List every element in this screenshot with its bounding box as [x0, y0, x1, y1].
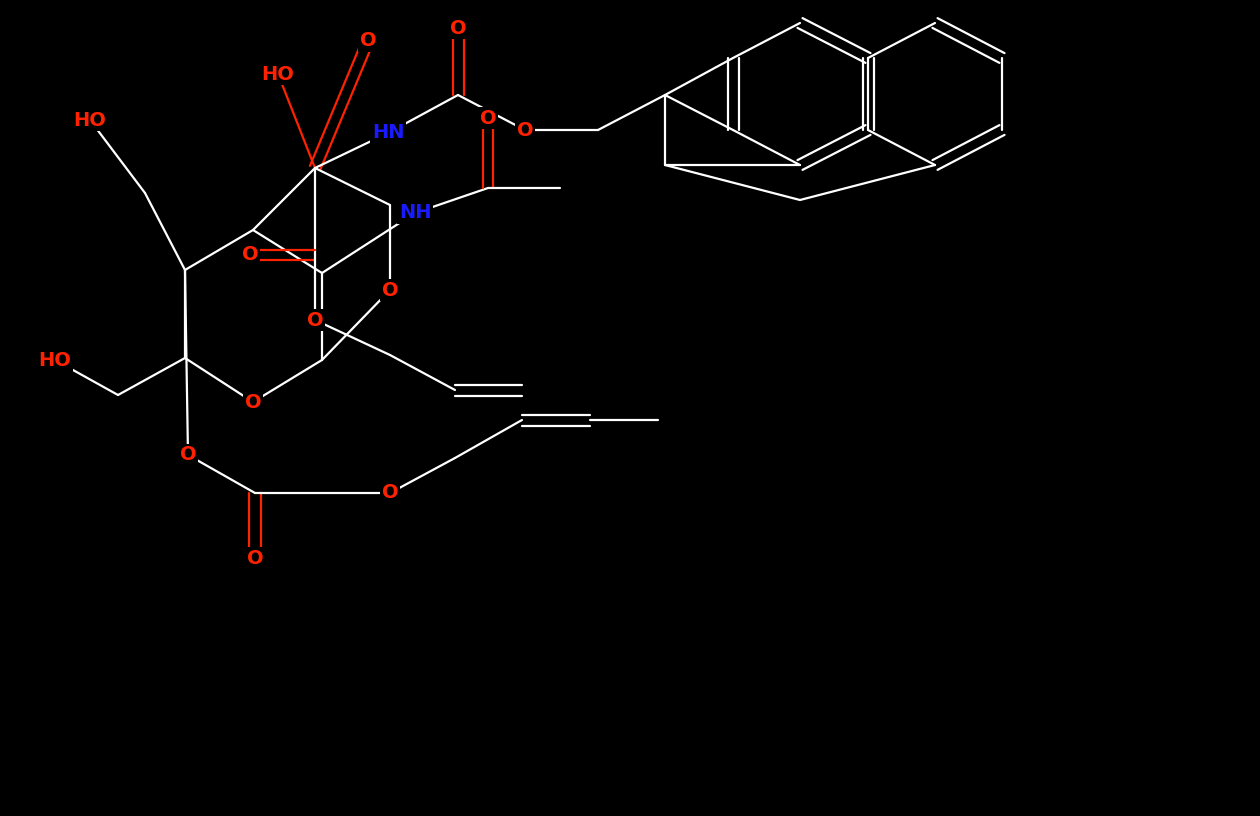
Text: NH: NH — [398, 203, 431, 223]
Text: O: O — [382, 281, 398, 299]
Text: O: O — [480, 109, 496, 127]
Text: O: O — [242, 246, 258, 264]
Text: HO: HO — [39, 351, 72, 370]
Text: O: O — [247, 548, 263, 567]
Text: O: O — [450, 19, 466, 38]
Text: HO: HO — [73, 110, 106, 130]
Text: O: O — [306, 311, 324, 330]
Text: O: O — [359, 32, 377, 51]
Text: O: O — [382, 484, 398, 503]
Text: O: O — [244, 392, 261, 411]
Text: O: O — [517, 121, 533, 140]
Text: HO: HO — [262, 64, 295, 83]
Text: O: O — [180, 446, 197, 464]
Text: HN: HN — [372, 123, 404, 143]
